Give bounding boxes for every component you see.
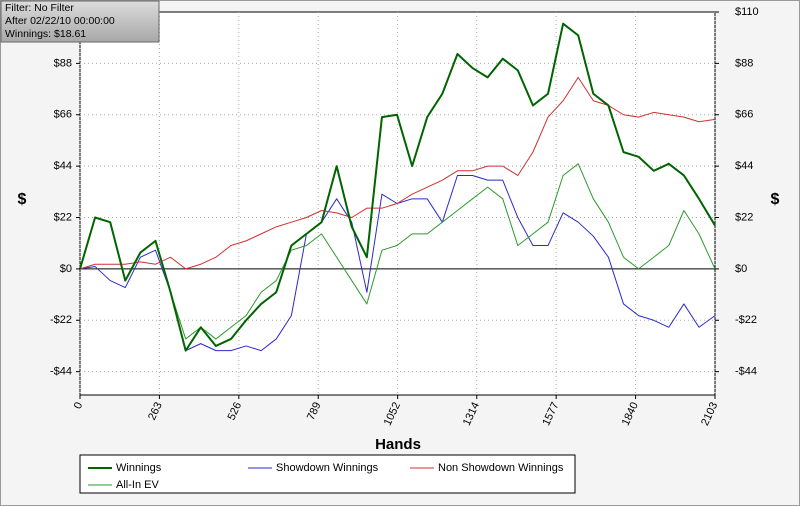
- legend-label: All-In EV: [116, 479, 159, 491]
- y2-tick-label: $22: [735, 211, 753, 223]
- y-tick-label: $22: [54, 211, 72, 223]
- legend-label: Showdown Winnings: [276, 462, 379, 474]
- y2-tick-label: $0: [735, 263, 747, 275]
- series-line: [79, 163, 716, 340]
- y-tick-label: $66: [54, 109, 72, 121]
- y-tick-label: -$44: [50, 366, 72, 378]
- y-tick-label: $88: [54, 57, 72, 69]
- legend: [79, 454, 576, 494]
- y2-tick-label: -$44: [735, 366, 757, 378]
- y-axis-label: $: [18, 191, 27, 208]
- y-tick-label: $0: [60, 263, 72, 275]
- x-tick-label: 0: [72, 400, 85, 411]
- y2-tick-label: $44: [735, 160, 753, 172]
- y-tick-label: -$22: [50, 314, 72, 326]
- y2-axis-label: $: [771, 191, 780, 208]
- info-text: After 02/22/10 00:00:00: [5, 15, 115, 27]
- info-text: Filter: No Filter: [5, 2, 74, 14]
- y2-tick-label: $110: [735, 6, 759, 18]
- y2-tick-label: $66: [735, 109, 753, 121]
- y-tick-label: $44: [54, 160, 72, 172]
- info-box: [0, 0, 160, 43]
- plot-layer: [79, 12, 716, 395]
- legend-label: Non Showdown Winnings: [438, 462, 564, 474]
- series-line: [79, 22, 716, 352]
- y2-tick-label: $88: [735, 57, 753, 69]
- info-text: Winnings: $18.61: [5, 28, 86, 40]
- y2-tick-label: -$22: [735, 314, 757, 326]
- legend-label: Winnings: [116, 462, 162, 474]
- x-axis-label: Hands: [375, 436, 421, 453]
